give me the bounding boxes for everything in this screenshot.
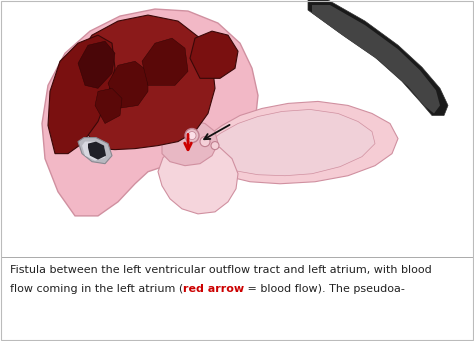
Polygon shape [48,35,115,154]
Polygon shape [108,61,148,108]
Polygon shape [162,120,218,166]
Circle shape [185,129,199,143]
Text: red arrow: red arrow [183,284,245,294]
Polygon shape [190,31,238,78]
Polygon shape [205,109,375,176]
Polygon shape [308,0,448,116]
Text: Fistula between the left ventricular outflow tract and left atrium, with blood: Fistula between the left ventricular out… [10,265,432,275]
Circle shape [188,132,196,139]
Polygon shape [312,5,440,114]
Text: flow coming in the left atrium (: flow coming in the left atrium ( [10,284,183,294]
Polygon shape [78,137,112,164]
Text: = blood flow). The pseudoa-: = blood flow). The pseudoa- [245,284,405,294]
Polygon shape [82,142,105,161]
Polygon shape [158,142,238,214]
Wedge shape [87,269,461,341]
Polygon shape [72,15,215,150]
Polygon shape [192,101,398,184]
Circle shape [211,142,219,150]
Polygon shape [142,38,188,85]
Polygon shape [78,41,115,88]
Circle shape [200,136,210,147]
Polygon shape [88,142,106,160]
Polygon shape [42,9,258,216]
Polygon shape [95,88,122,123]
